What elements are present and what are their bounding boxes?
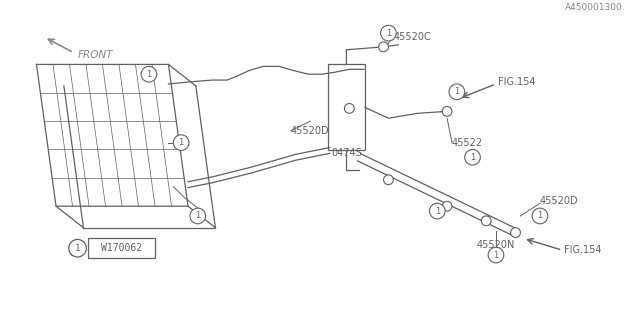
Text: 45520D: 45520D [540, 196, 579, 206]
Text: FIG.154: FIG.154 [498, 77, 536, 87]
Circle shape [481, 216, 491, 226]
Text: 1: 1 [179, 138, 184, 147]
Text: 1: 1 [147, 70, 152, 79]
Text: 45522: 45522 [452, 138, 483, 148]
Text: FIG.154: FIG.154 [564, 245, 602, 255]
Circle shape [442, 107, 452, 116]
Text: 1: 1 [195, 212, 200, 220]
Text: 45520C: 45520C [394, 32, 431, 42]
Circle shape [68, 239, 86, 257]
Bar [328, 64, 365, 150]
Circle shape [449, 84, 465, 100]
Text: 1: 1 [435, 207, 440, 216]
Circle shape [488, 247, 504, 263]
Circle shape [442, 201, 452, 211]
Text: 1: 1 [386, 29, 391, 38]
Circle shape [379, 42, 388, 52]
Circle shape [190, 208, 205, 224]
Text: 1: 1 [454, 87, 460, 96]
Text: 0474S: 0474S [331, 148, 362, 158]
Text: 1: 1 [538, 212, 543, 220]
Text: A450001300: A450001300 [565, 3, 623, 12]
Circle shape [465, 149, 481, 165]
Circle shape [532, 208, 548, 224]
Circle shape [344, 104, 354, 113]
Text: FRONT: FRONT [77, 50, 113, 60]
Circle shape [173, 135, 189, 150]
Text: W170062: W170062 [101, 243, 142, 253]
Text: 45520D: 45520D [291, 126, 330, 136]
Text: 1: 1 [75, 244, 81, 253]
Circle shape [383, 175, 394, 185]
Text: 1: 1 [470, 153, 475, 162]
Circle shape [429, 203, 445, 219]
Circle shape [141, 66, 157, 82]
Circle shape [511, 228, 520, 237]
Text: 1: 1 [493, 251, 499, 260]
Text: 45520N: 45520N [476, 240, 515, 250]
Bar [88, 238, 155, 258]
Circle shape [381, 25, 396, 41]
